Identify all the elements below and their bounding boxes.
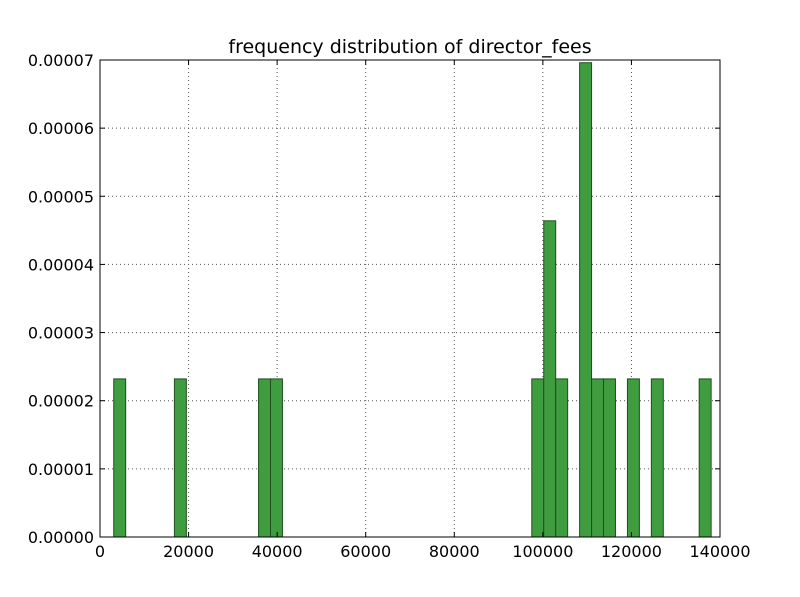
grid-lines — [100, 60, 720, 537]
x-tick-label: 20000 — [163, 542, 214, 561]
x-tick-label: 100000 — [512, 542, 573, 561]
chart-title: frequency distribution of director_fees — [228, 36, 591, 58]
plot-frame — [99, 59, 721, 538]
histogram-bar — [258, 378, 271, 538]
bars — [113, 62, 712, 538]
histogram-bar — [591, 378, 605, 538]
histogram-bar — [543, 220, 557, 538]
y-tick-label: 0.00003 — [28, 324, 94, 343]
x-tick-label: 40000 — [252, 542, 303, 561]
y-tick-label: 0.00004 — [28, 255, 94, 274]
x-tick-label: 0 — [95, 542, 105, 561]
x-axis-ticks: 0 20000 40000 60000 80000 100000 120000 140000 — [95, 60, 751, 561]
y-tick-label: 0.00007 — [28, 51, 94, 70]
x-tick-label: 60000 — [340, 542, 391, 561]
y-tick-label: 0.00005 — [28, 187, 94, 206]
y-tick-label: 0.00000 — [28, 528, 94, 547]
histogram-bar — [603, 378, 616, 538]
y-tick-label: 0.00006 — [28, 119, 94, 138]
histogram-bar — [531, 378, 545, 538]
y-tick-label: 0.00001 — [28, 460, 94, 479]
histogram-bar — [626, 378, 640, 538]
x-tick-label: 140000 — [689, 542, 750, 561]
y-tick-label: 0.00002 — [28, 392, 94, 411]
x-tick-label: 120000 — [601, 542, 662, 561]
y-axis-ticks: 0.00000 0.00001 0.00002 0.00003 0.00004 0.000… — [28, 51, 720, 547]
histogram-bar — [579, 62, 593, 538]
histogram-bar — [173, 378, 187, 538]
histogram-bar — [555, 378, 569, 538]
histogram-bar — [270, 378, 283, 538]
histogram-bar — [698, 378, 712, 538]
x-tick-label: 80000 — [429, 542, 480, 561]
histogram-bar — [113, 378, 127, 538]
histogram-bar — [650, 378, 664, 538]
